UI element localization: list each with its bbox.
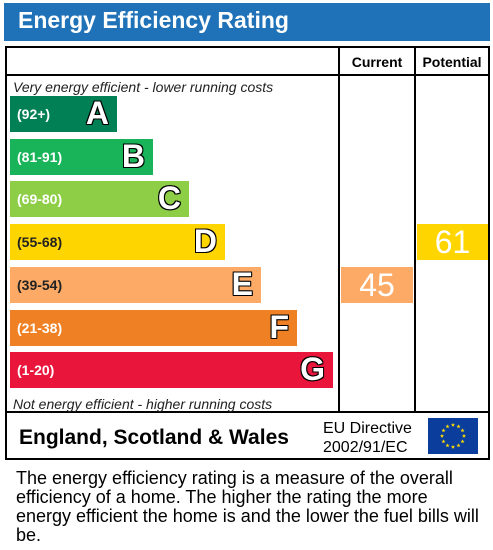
eu-flag-icon <box>428 418 478 454</box>
band-letter: A <box>85 95 109 131</box>
eu-star <box>461 433 467 438</box>
eu-star <box>460 428 465 433</box>
divider-potential <box>414 48 416 412</box>
band-b: (81-91) B <box>10 138 153 175</box>
band-f: (21-38) F <box>10 309 297 346</box>
current-rating: 45 <box>341 267 413 303</box>
eu-star <box>445 424 450 429</box>
eu-star <box>456 443 461 448</box>
band-range-label: (21-38) <box>17 320 63 336</box>
potential-rating: 61 <box>417 224 488 260</box>
current-rating-value: 45 <box>359 267 395 303</box>
band-letter: D <box>193 223 217 259</box>
band-letter: G <box>300 351 325 387</box>
eu-directive-line2: 2002/91/EC <box>323 439 408 456</box>
eu-star <box>456 424 461 429</box>
top-note: Very energy efficient - lower running co… <box>13 79 274 95</box>
potential-rating-value: 61 <box>434 224 471 260</box>
eu-star <box>450 422 456 427</box>
band-a: (92+) A <box>10 95 117 132</box>
band-range-label: (39-54) <box>17 277 63 293</box>
rating-chart: Current Potential Very energy efficient … <box>5 46 490 460</box>
band-letter: E <box>231 266 253 302</box>
band-range-label: (92+) <box>17 106 51 122</box>
divider-current <box>338 48 340 412</box>
eu-directive-line1: EU Directive <box>323 420 412 437</box>
eu-star <box>441 428 446 433</box>
band-range-label: (55-68) <box>17 234 63 250</box>
header-divider <box>7 74 488 76</box>
current-column-header: Current <box>351 54 403 70</box>
eu-directive: EU Directive 2002/91/EC <box>323 419 412 457</box>
band-range-label: (69-80) <box>17 191 63 207</box>
eu-star <box>445 443 450 448</box>
chart-title: Energy Efficiency Rating <box>18 7 289 33</box>
footer-divider <box>7 411 488 413</box>
band-g: (1-20) G <box>10 351 333 388</box>
band-letter: F <box>269 309 289 345</box>
band-range-label: (1-20) <box>17 362 55 378</box>
eu-star <box>441 439 446 444</box>
title-bar: Energy Efficiency Rating <box>4 3 490 41</box>
band-letter: C <box>157 180 181 216</box>
band-range-label: (81-91) <box>17 149 63 165</box>
eu-star <box>460 439 465 444</box>
band-c: (69-80) C <box>10 180 189 217</box>
band-d: (55-68) D <box>10 223 225 260</box>
description-text: The energy efficiency rating is a measur… <box>16 468 479 545</box>
band-e: (39-54) E <box>10 266 261 303</box>
eu-star <box>450 444 456 449</box>
potential-column-header: Potential <box>422 54 482 70</box>
bottom-note: Not energy efficient - higher running co… <box>13 396 273 412</box>
country-label: England, Scotland & Wales <box>19 426 289 449</box>
eu-star <box>439 433 445 438</box>
band-letter: B <box>121 138 145 174</box>
